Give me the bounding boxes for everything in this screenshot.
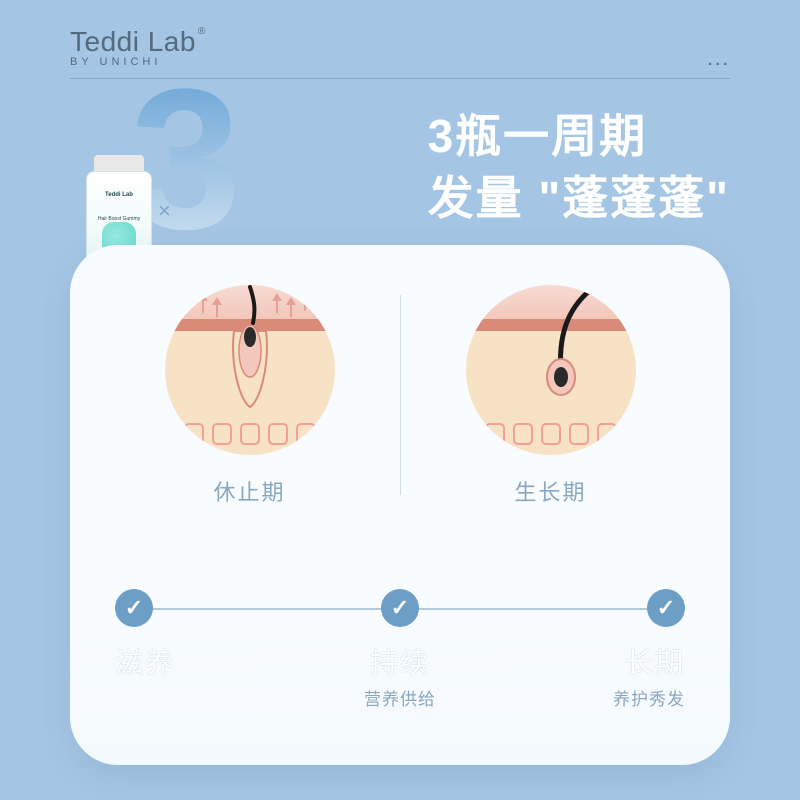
check-icon: ✓ <box>115 589 153 627</box>
bottle-cap <box>94 155 144 171</box>
step-2: ✓ 持续 营养供给 <box>325 589 475 710</box>
step-3: ✓ 长期 养护秀发 <box>535 589 685 710</box>
phase-resting-label: 休止期 <box>213 475 285 507</box>
arrow-up-icon <box>213 295 221 317</box>
fat-cell <box>240 423 260 445</box>
step-1-title: 滋养 <box>115 641 175 681</box>
headline-line1: 3瓶一周期 <box>428 100 730 166</box>
bottle-label: Teddi Lab Hair Boost Gummy <box>91 192 147 222</box>
phase-growth-label: 生长期 <box>514 475 586 507</box>
steps-inner: ✓ 滋养 ✓ 持续 营养供给 ✓ 长期 养护秀发 <box>115 589 685 710</box>
brand-reg: ® <box>198 26 206 37</box>
fat-cell <box>268 423 288 445</box>
step-1: ✓ 滋养 <box>115 589 265 710</box>
arrow-up-icon <box>301 289 309 311</box>
check-icon: ✓ <box>381 589 419 627</box>
arrow-up-icon <box>287 295 295 317</box>
step-3-title: 长期 <box>625 641 685 681</box>
check-icon: ✓ <box>647 589 685 627</box>
menu-dots-icon[interactable]: ... <box>707 48 730 71</box>
checkmark: ✓ <box>125 595 143 621</box>
phase-resting-diagram <box>165 285 335 455</box>
fat-cell <box>184 423 204 445</box>
arrow-up-icon <box>273 291 281 313</box>
checkmark: ✓ <box>657 595 675 621</box>
step-3-sub: 养护秀发 <box>613 685 685 710</box>
step-2-title: 持续 <box>370 641 430 681</box>
multiply-sign: × <box>158 198 171 224</box>
step-2-sub: 营养供给 <box>364 685 436 710</box>
phase-growth-diagram <box>466 285 636 455</box>
phase-resting: 休止期 <box>100 285 400 507</box>
phases-row: 休止期 <box>70 285 730 507</box>
arrow-up-icon <box>199 291 207 313</box>
follicle-growing-icon <box>466 285 636 435</box>
headline-line2: 发量 "蓬蓬蓬" <box>428 162 730 228</box>
info-card: 休止期 <box>70 245 730 765</box>
steps-row: ✓ 滋养 ✓ 持续 营养供给 ✓ 长期 养护秀发 <box>115 589 685 710</box>
headline: 3瓶一周期 发量 "蓬蓬蓬" <box>428 100 730 228</box>
fat-cell <box>212 423 232 445</box>
checkmark: ✓ <box>391 595 409 621</box>
phase-growth: 生长期 <box>401 285 701 507</box>
bottle-brand: Teddi Lab <box>91 192 147 198</box>
fat-cell <box>296 423 316 445</box>
